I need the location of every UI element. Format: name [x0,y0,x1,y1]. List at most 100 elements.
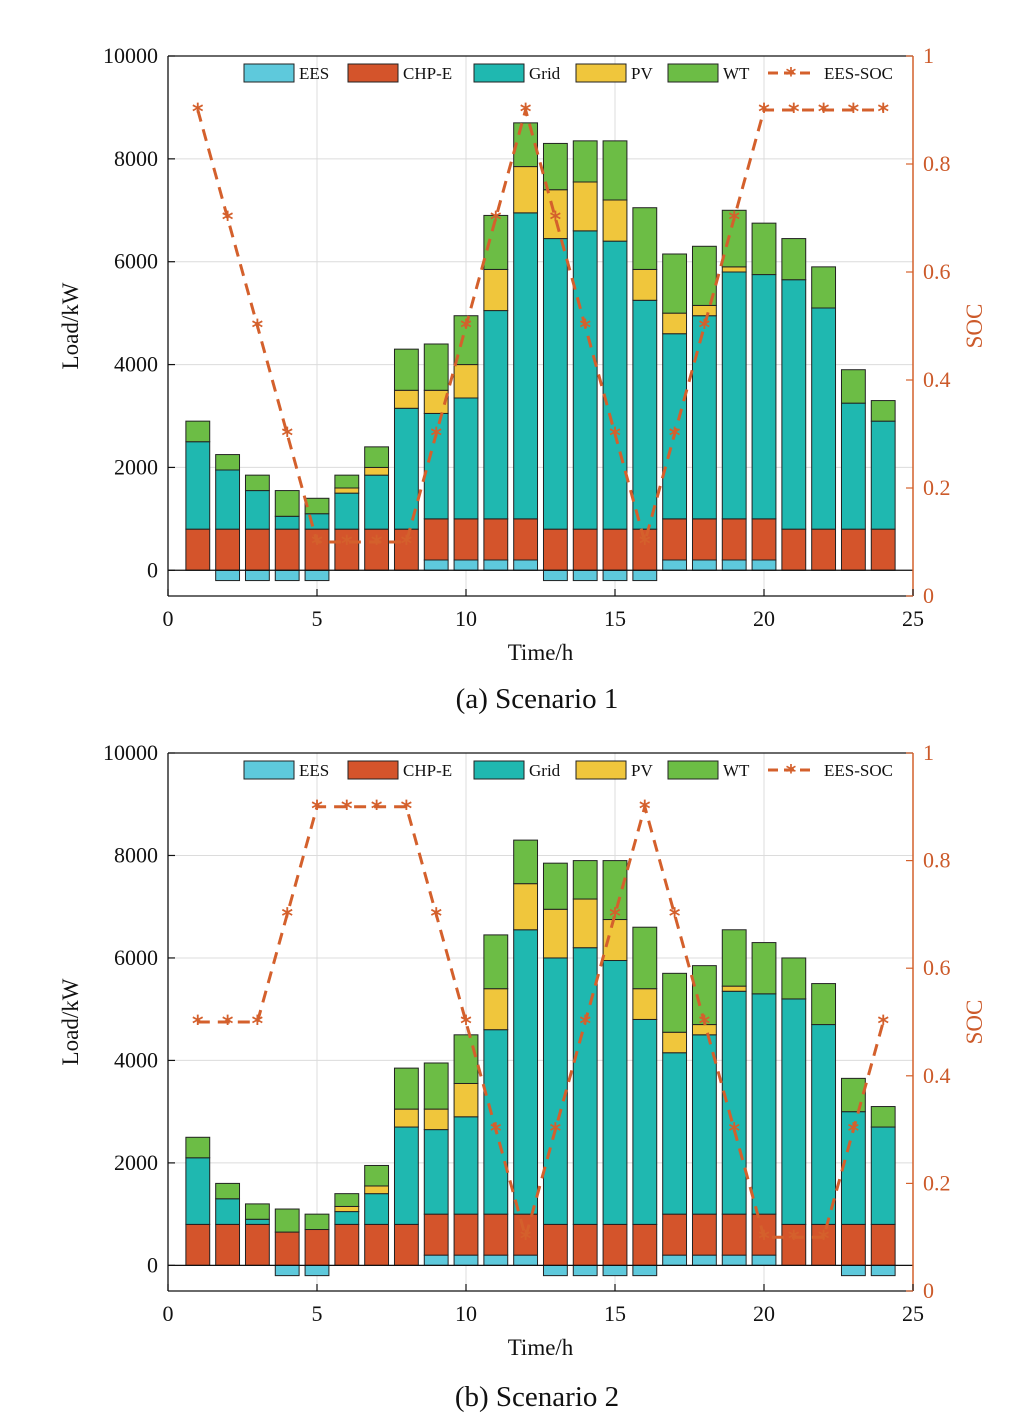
bar-wt [244,474,270,492]
bar-chpe [244,1223,270,1266]
bar-pv [632,988,658,1020]
soc-marker: * [609,904,621,929]
bar-wt [632,926,658,990]
y-tick-label: 4000 [114,352,158,377]
bar-ees [483,559,509,571]
y2-tick-label: 1 [923,740,934,765]
y2-tick-label: 0.6 [923,955,951,980]
soc-marker: * [848,100,860,125]
soc-marker: * [758,1227,770,1252]
soc-marker: * [371,532,383,557]
bar-wt [483,214,509,270]
soc-marker: * [311,797,323,822]
bar-chpe [602,1223,628,1266]
bar-chpe [691,518,717,561]
bar-grid [632,299,658,530]
bar-grid [691,315,717,520]
soc-line [197,801,885,1243]
bar-wt [483,934,509,990]
bar-grid [632,1018,658,1225]
bar-wt [751,222,777,276]
y-tick-label: 6000 [114,945,158,970]
soc-marker: * [877,100,889,125]
soc-marker: * [430,904,442,929]
bar-grid [811,1024,837,1225]
soc-marker: * [281,424,293,449]
legend-label-grid: Grid [529,761,561,780]
bar-grid [840,402,866,530]
bar-pv [364,466,390,476]
y-tick-label: 6000 [114,249,158,274]
y-tick-label: 2000 [114,1150,158,1175]
bar-grid [364,1193,390,1225]
y2-tick-label: 0.8 [923,848,951,873]
bar-chpe [304,1229,330,1266]
bar-pv [572,898,598,949]
legend-label-ees: EES [299,64,329,83]
bar-chpe [751,518,777,561]
legend-swatch-pv [575,760,627,780]
bar-chpe [602,528,628,571]
bar-grid [811,307,837,530]
soc-marker: * [192,100,204,125]
legend-label-wt: WT [723,761,750,780]
bar-pv [453,364,479,399]
legend-label-pv: PV [631,64,653,83]
bar-wt [751,942,777,995]
bar-grid [751,274,777,520]
y2-tick-label: 0 [923,1278,934,1303]
chart-caption: (a) Scenario 1 [456,683,619,715]
y2-axis-label: SOC [962,1000,987,1045]
legend-swatch-chpe [347,63,399,83]
legend-label-ees-soc: EES-SOC [824,761,893,780]
soc-marker: * [252,1012,264,1037]
bar-wt [393,1067,419,1110]
bar-pv [572,181,598,232]
bar-ees [513,559,539,571]
x-tick-label: 5 [312,1301,323,1326]
bar-chpe [215,528,241,571]
bar-chpe [274,528,300,571]
y-tick-label: 4000 [114,1047,158,1072]
bar-wt [542,142,568,191]
x-tick-label: 10 [455,606,477,631]
bar-wt [691,245,717,306]
bar-ees [662,559,688,571]
bar-chpe [840,1223,866,1266]
legend-marker-ees-soc: * [786,760,797,784]
x-tick-label: 25 [902,1301,924,1326]
bar-chpe [364,1223,390,1266]
soc-marker: * [788,1227,800,1252]
bar-pv [662,1031,688,1054]
bar-ees [632,1264,658,1277]
x-tick-label: 25 [902,606,924,631]
bar-wt [662,253,688,314]
bar-chpe [721,518,747,561]
bar-ees [274,569,300,582]
bar-wt [840,1077,866,1113]
bar-ees [840,1264,866,1277]
bar-grid [393,1126,419,1225]
bar-chpe [662,1213,688,1256]
bar-grid [453,397,479,520]
bar-ees [304,569,330,582]
x-tick-label: 20 [753,1301,775,1326]
bar-grid [274,515,300,530]
legend-swatch-ees [243,760,295,780]
bar-ees [572,1264,598,1277]
soc-marker: * [460,1012,472,1037]
soc-marker: * [669,424,681,449]
bar-grid [602,240,628,530]
bar-pv [542,908,568,959]
bar-grid [334,492,360,530]
x-tick-label: 0 [163,1301,174,1326]
y2-tick-label: 1 [923,43,934,68]
bar-wt [870,1106,896,1128]
bar-stack-group [168,839,913,1277]
bar-chpe [215,1223,241,1266]
bar-wt [662,972,688,1033]
soc-marker: * [341,532,353,557]
y2-tick-label: 0.2 [923,475,951,500]
bar-chpe [453,1213,479,1256]
bar-wt [453,315,479,366]
